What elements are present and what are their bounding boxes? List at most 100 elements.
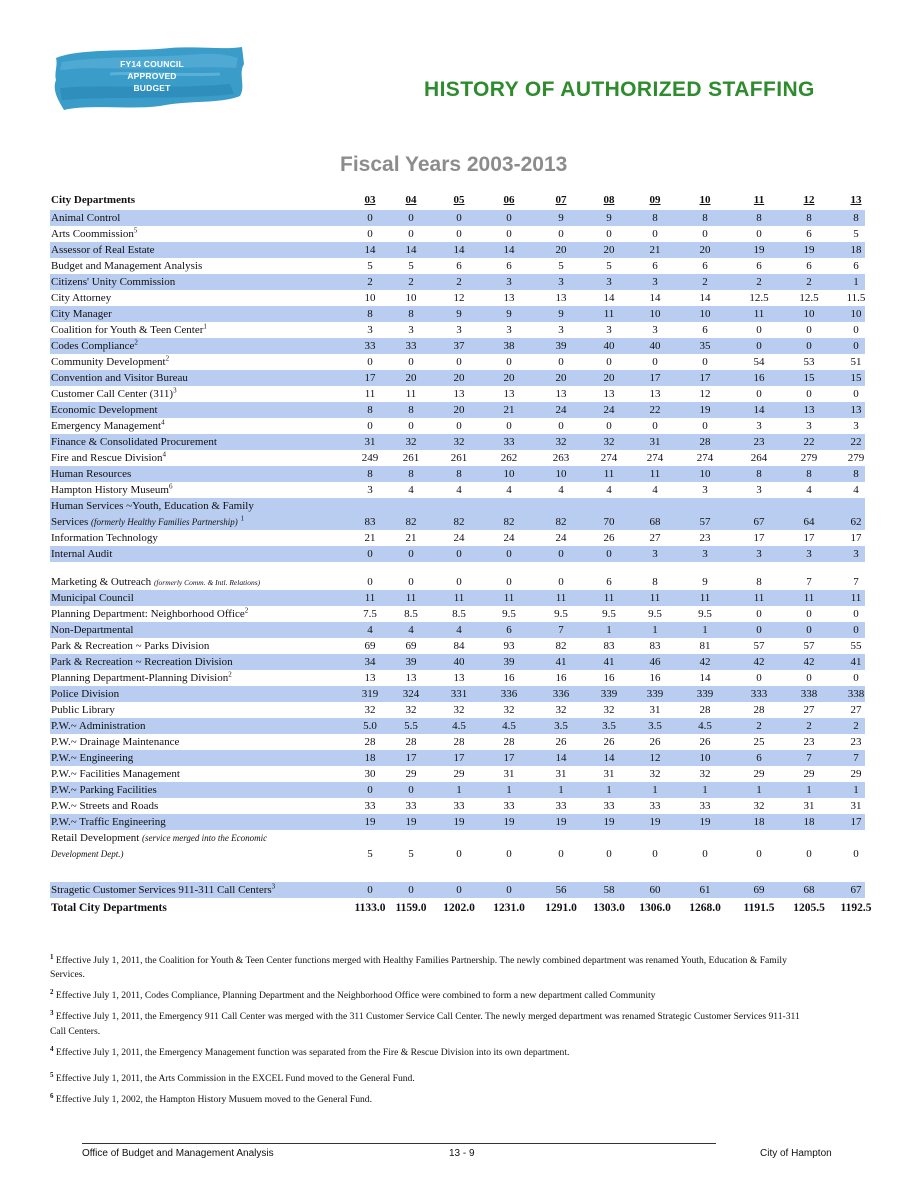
department-name-part: Assessor of Real Estate (51, 244, 155, 256)
table-row: Budget and Management Analysis 5 5 6 6 5 5 6 6 6 6… (50, 258, 865, 274)
staff-count-cell: 9.5 (554, 608, 568, 620)
staff-count-cell: 11 (453, 592, 465, 604)
staff-count-cell: 31 (850, 800, 862, 812)
staff-count-cell: 23 (699, 532, 711, 544)
staff-count-cell: 274 (696, 452, 714, 464)
staff-count-cell: 17 (850, 532, 862, 544)
staff-count-cell: 262 (500, 452, 518, 464)
table-row: Retail Development (service merged into … (50, 830, 865, 862)
footnote-marker: 4 (162, 450, 167, 459)
staff-count-cell: 19 (503, 816, 515, 828)
department-name-part: Convention and Visitor Bureau (51, 372, 188, 384)
total-cell: 1191.5 (743, 902, 775, 914)
staff-count-cell: 0 (558, 228, 564, 240)
staff-count-cell: 39 (555, 340, 567, 352)
staff-count-cell: 264 (750, 452, 768, 464)
staff-count-cell: 69 (364, 640, 376, 652)
staff-count-cell: 26 (699, 736, 711, 748)
staff-count-cell: 6 (756, 752, 762, 764)
staff-count-cell: 9 (558, 308, 564, 320)
total-cell: 1205.5 (793, 902, 825, 914)
staff-count-cell: 6 (806, 228, 812, 240)
staff-count-cell: 17 (364, 372, 376, 384)
footnotes: 1 Effective July 1, 2011, the Coalition … (50, 950, 810, 1110)
staff-count-cell: 9 (558, 212, 564, 224)
staff-count-cell: 33 (649, 800, 661, 812)
staff-count-cell: 62 (850, 516, 862, 528)
staff-count-cell: 0 (367, 212, 373, 224)
table-spacer-row (50, 862, 865, 882)
staff-count-cell: 3 (756, 548, 762, 560)
staff-count-cell: 19 (453, 816, 465, 828)
staff-count-cell: 83 (364, 516, 376, 528)
staff-count-cell: 3.5 (648, 720, 662, 732)
staff-count-cell: 21 (649, 244, 661, 256)
staff-count-cell: 0 (506, 356, 512, 368)
table-row: Marketing & Outreach (formerly Comm. & I… (50, 574, 865, 590)
department-name-part: Public Library (51, 704, 115, 716)
staff-count-cell: 10 (405, 292, 417, 304)
staff-count-cell: 0 (652, 356, 658, 368)
staff-count-cell: 11 (364, 592, 376, 604)
staff-count-cell: 8 (756, 212, 762, 224)
staff-count-cell: 11 (603, 468, 615, 480)
staff-count-cell: 3 (558, 276, 564, 288)
staff-count-cell: 39 (503, 656, 515, 668)
column-header-year: 10 (699, 194, 711, 206)
staff-count-cell: 9 (456, 308, 462, 320)
staff-count-cell: 42 (803, 656, 815, 668)
column-header-year: 12 (803, 194, 815, 206)
table-row: Fire and Rescue Division4 249 261 261 262 263… (50, 450, 865, 466)
staff-count-cell: 17 (753, 532, 765, 544)
staff-count-cell: 3 (652, 276, 658, 288)
department-name-part: Finance & Consolidated Procurement (51, 436, 217, 448)
staff-count-cell: 82 (405, 516, 417, 528)
department-name-part: Budget and Management Analysis (51, 260, 203, 272)
staff-count-cell: 3 (756, 484, 762, 496)
department-name-part: Stragetic Customer Services 911-311 Call… (51, 884, 272, 896)
staff-count-cell: 27 (850, 704, 862, 716)
staff-count-cell: 1 (702, 784, 708, 796)
staff-count-cell: 11 (753, 592, 765, 604)
staff-count-cell: 5 (408, 260, 414, 272)
department-name-part: Citizens' Unity Commission (51, 276, 176, 288)
staff-count-cell: 11 (699, 592, 711, 604)
table-row: Park & Recreation ~ Recreation Division 3… (50, 654, 865, 670)
staff-count-cell: 12 (699, 388, 711, 400)
staff-count-cell: 20 (503, 372, 515, 384)
staff-count-cell: 8 (756, 468, 762, 480)
table-row: Public Library 32 32 32 32 32 32 31 28 28 27 27 (50, 702, 865, 718)
staff-count-cell: 26 (603, 736, 615, 748)
footnote-marker: 2 (134, 338, 138, 347)
department-note: (service merged into the Economic (142, 833, 268, 843)
staff-count-cell: 17 (699, 372, 711, 384)
staff-count-cell: 0 (558, 356, 564, 368)
table-row: P.W.~ Engineering 18 17 17 17 14 14 12 10 6 7 7 (50, 750, 865, 766)
staff-count-cell: 13 (850, 404, 862, 416)
staff-count-cell: 42 (699, 656, 711, 668)
department-name: Internal Audit (51, 546, 112, 562)
staff-count-cell: 2 (756, 720, 762, 732)
staff-count-cell: 0 (456, 884, 462, 896)
staff-count-cell: 60 (649, 884, 661, 896)
staff-count-cell: 8.5 (404, 608, 418, 620)
table-row: P.W.~ Parking Facilities 0 0 1 1 1 1 1 1 1 1 1 (50, 782, 865, 798)
badge-line: FY14 COUNCIL (120, 59, 184, 69)
staff-count-cell: 20 (699, 244, 711, 256)
table-row: Codes Compliance2 33 33 37 38 39 40 40 35 0 0 0 (50, 338, 865, 354)
staff-count-cell: 4 (408, 484, 414, 496)
staff-count-cell: 40 (603, 340, 615, 352)
department-name: City Attorney (51, 290, 111, 306)
staff-count-cell: 17 (405, 752, 417, 764)
staff-count-cell: 24 (503, 532, 515, 544)
footnote-marker: 2 (228, 670, 232, 679)
staff-count-cell: 19 (699, 816, 711, 828)
staff-count-cell: 13 (803, 404, 815, 416)
staff-count-cell: 4 (853, 484, 859, 496)
staff-count-cell: 24 (453, 532, 465, 544)
department-name: Park & Recreation ~ Parks Division (51, 638, 209, 654)
staff-count-cell: 42 (753, 656, 765, 668)
staff-count-cell: 6 (506, 624, 512, 636)
staff-count-cell: 2 (756, 276, 762, 288)
staff-count-cell: 1 (456, 784, 462, 796)
